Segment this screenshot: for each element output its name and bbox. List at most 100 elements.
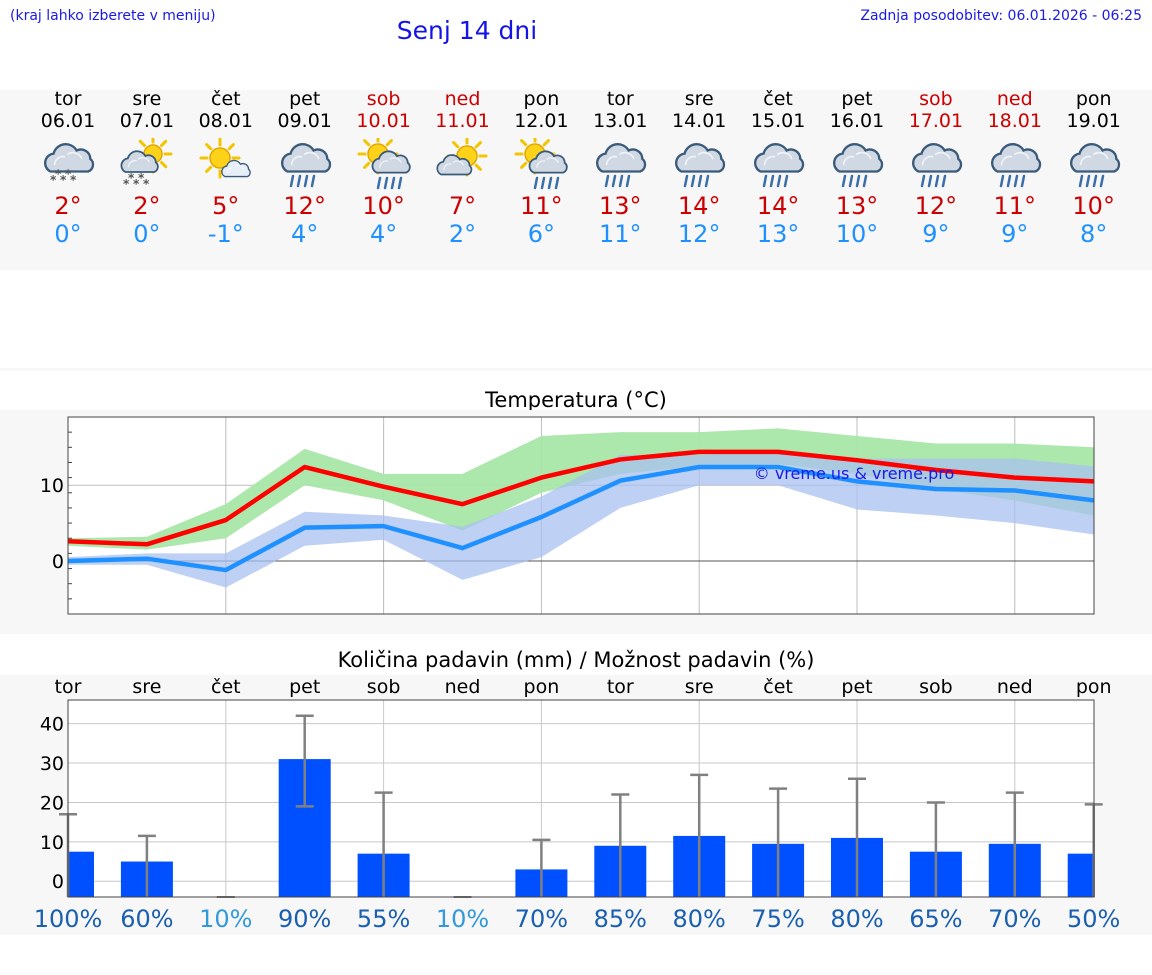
day-name: pon bbox=[1075, 88, 1112, 110]
day-label: čet bbox=[211, 676, 241, 698]
sun-cloud-snow-icon: * * ** * bbox=[120, 138, 173, 191]
temp-min: 2° bbox=[448, 220, 477, 248]
temp-max: 7° bbox=[448, 192, 477, 220]
day-name: pet bbox=[841, 88, 873, 110]
cloud-snow-icon: * * ** * bbox=[44, 143, 95, 187]
precip-probability: 50% bbox=[1067, 905, 1120, 933]
sun-cloud-rain-icon bbox=[357, 138, 411, 190]
cloud-rain-icon bbox=[675, 143, 726, 188]
day-date: 18.01 bbox=[987, 110, 1042, 132]
day-name: ned bbox=[996, 88, 1033, 110]
temp-min: 10° bbox=[835, 220, 879, 248]
day-label: sob bbox=[367, 676, 401, 698]
svg-text:*: * bbox=[65, 167, 72, 181]
temp-min: 4° bbox=[291, 220, 319, 248]
temp-min: 8° bbox=[1080, 220, 1108, 248]
precipitation-chart-title: Količina padavin (mm) / Možnost padavin … bbox=[337, 648, 815, 672]
temp-max: 14° bbox=[756, 192, 800, 220]
temp-max: 5° bbox=[212, 192, 240, 220]
precip-probability: 65% bbox=[909, 905, 962, 933]
day-label: pet bbox=[289, 676, 320, 698]
precip-probability: 10% bbox=[199, 905, 252, 933]
y-tick-label: 40 bbox=[40, 714, 64, 736]
day-label: ned bbox=[445, 676, 481, 698]
precip-probability: 85% bbox=[594, 905, 647, 933]
svg-text:*: * bbox=[50, 173, 57, 187]
day-name: tor bbox=[54, 88, 82, 110]
day-label: tor bbox=[55, 676, 82, 698]
svg-text:*: * bbox=[70, 173, 77, 187]
day-column: pet 16.01 13° 10° bbox=[817, 88, 897, 248]
y-tick-label: 10 bbox=[40, 832, 64, 854]
temp-max: 13° bbox=[835, 192, 879, 220]
precip-probability: 80% bbox=[673, 905, 726, 933]
svg-text:*: * bbox=[133, 177, 140, 191]
temp-min: 9° bbox=[1001, 220, 1029, 248]
day-label: sob bbox=[919, 676, 953, 698]
precip-probability: 100% bbox=[34, 905, 103, 933]
day-label: tor bbox=[607, 676, 634, 698]
plot-frame bbox=[67, 416, 1095, 615]
temp-min: 11° bbox=[599, 220, 642, 248]
precip-bar bbox=[1067, 853, 1094, 897]
svg-text:*: * bbox=[123, 177, 130, 191]
day-date: 06.01 bbox=[40, 110, 96, 132]
day-label: pon bbox=[1076, 676, 1112, 698]
svg-text:*: * bbox=[55, 167, 62, 181]
precip-bar bbox=[68, 851, 94, 897]
day-name: pet bbox=[289, 88, 321, 110]
svg-text:*: * bbox=[60, 173, 67, 187]
series-min-line bbox=[67, 464, 1094, 573]
cloud-rain-icon bbox=[596, 143, 647, 188]
day-name: čet bbox=[211, 88, 241, 110]
day-label: ned bbox=[997, 676, 1033, 698]
cloud-rain-icon bbox=[911, 143, 963, 188]
day-date: 07.01 bbox=[119, 110, 175, 132]
temp-min: 0° bbox=[133, 220, 161, 248]
cloud-rain-icon bbox=[754, 143, 805, 188]
sun-small-cloud-icon bbox=[199, 138, 251, 179]
precipitation-chart: tor sre čet pet sob ned pon tor sre čet pet sob ned p… bbox=[34, 676, 1121, 933]
last-update: Zadnja posodobitev: 06.01.2026 - 06:25 bbox=[860, 8, 1142, 24]
day-column: tor 13.01 13° 11° bbox=[580, 88, 660, 248]
temp-min: 13° bbox=[756, 220, 800, 248]
location-hint[interactable]: (kraj lahko izberete v meniju) bbox=[10, 8, 216, 24]
day-date: 11.01 bbox=[435, 110, 490, 132]
temp-min: 6° bbox=[527, 220, 556, 248]
precip-probability: 55% bbox=[357, 905, 410, 933]
svg-text:*: * bbox=[143, 177, 150, 191]
temp-max: 11° bbox=[993, 192, 1037, 220]
day-date: 16.01 bbox=[829, 110, 885, 132]
precip-probability: 70% bbox=[515, 905, 568, 933]
temp-max: 10° bbox=[1072, 192, 1115, 220]
day-column: ned 11.01 7° 2° bbox=[423, 88, 503, 248]
day-name: čet bbox=[763, 88, 793, 110]
precip-probability: 80% bbox=[830, 905, 883, 933]
precip-probability: 75% bbox=[751, 905, 804, 933]
day-name: ned bbox=[444, 88, 481, 110]
y-tick-label: 0 bbox=[52, 551, 64, 573]
day-date: 09.01 bbox=[277, 110, 332, 132]
temp-min: -1° bbox=[207, 220, 244, 248]
day-name: sre bbox=[684, 88, 714, 110]
precip-probability: 60% bbox=[120, 905, 173, 933]
chart-watermark[interactable]: © vreme.us & vreme.pro bbox=[754, 464, 955, 483]
plot-frame bbox=[67, 699, 1095, 898]
day-name: sob bbox=[919, 88, 953, 110]
day-label: sre bbox=[685, 676, 714, 698]
cloud-rain-icon bbox=[833, 143, 884, 188]
temperature-chart-title: Temperatura (°C) bbox=[485, 388, 667, 412]
page-title: Senj 14 dni bbox=[396, 16, 538, 45]
svg-text:*: * bbox=[128, 171, 135, 185]
day-date: 14.01 bbox=[671, 110, 727, 132]
temp-max: 12° bbox=[914, 192, 958, 220]
precip-probability: 10% bbox=[436, 905, 489, 933]
day-column: čet 08.01 5° -1° bbox=[186, 88, 266, 248]
day-label: pet bbox=[841, 676, 872, 698]
day-columns: tor 06.01 * * * * * 2° 0° sre 07.01 * * * * * 2° 0° čet 08.… bbox=[0, 88, 1152, 268]
precip-probability: 90% bbox=[278, 905, 331, 933]
temp-max: 13° bbox=[599, 192, 642, 220]
day-date: 17.01 bbox=[908, 110, 964, 132]
temp-max: 2° bbox=[54, 192, 82, 220]
day-name: sre bbox=[132, 88, 162, 110]
